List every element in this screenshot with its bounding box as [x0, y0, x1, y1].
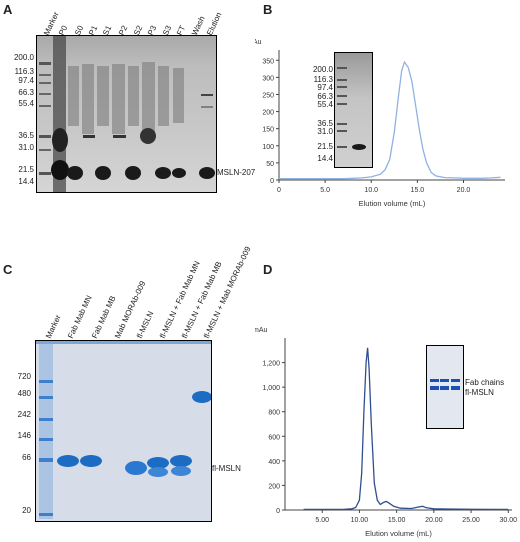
x-tick-label: 10.00 — [351, 517, 369, 524]
panel-a-mw-label: 55.4 — [18, 99, 34, 108]
y-tick-label: 1,200 — [262, 361, 280, 368]
panel-d-inset-label-msln: fl-MSLN — [465, 388, 494, 397]
panel-c-gel — [35, 340, 212, 522]
panel-c-mw-label: 146 — [17, 431, 31, 440]
panel-d-inset-gel — [426, 345, 464, 429]
panel-a-lane-label: Wash — [190, 14, 207, 37]
x-tick-label: 20.0 — [457, 187, 471, 194]
y-tick-label: 50 — [266, 161, 274, 168]
x-tick-label: 30.00 — [500, 517, 518, 524]
x-tick-label: 10.0 — [364, 187, 378, 194]
panel-c-letter: C — [3, 262, 13, 277]
panel-b-inset-mw-label: 97.4 — [317, 83, 333, 92]
x-tick-label: 15.0 — [411, 187, 425, 194]
panel-a-mw-label: 66.3 — [18, 88, 34, 97]
x-tick-label: 5.0 — [320, 187, 330, 194]
y-tick-label: 1,000 — [262, 385, 280, 392]
panel-d-inset-bands — [430, 379, 460, 390]
panel-c-mw-label: 720 — [17, 372, 31, 381]
panel-b-inset-mw-label: 14.4 — [317, 154, 333, 163]
panel-a-mw-label: 116.3 — [14, 67, 34, 76]
x-axis-label: Elution volume (mL) — [365, 529, 432, 538]
y-axis-label: mAu — [255, 39, 262, 46]
y-tick-label: 0 — [276, 508, 280, 515]
y-tick-label: 150 — [262, 127, 274, 134]
x-tick-label: 20.00 — [425, 517, 443, 524]
x-axis-label: Elution volume (mL) — [359, 199, 426, 208]
panel-a-mw-label: 21.5 — [18, 165, 34, 174]
panel-c-lane-label: fl-MSLN + Fab Mab MN — [158, 259, 202, 340]
panel-b-letter: B — [263, 2, 273, 17]
panel-a-mw-label: 200.0 — [13, 53, 34, 62]
y-tick-label: 400 — [268, 459, 280, 466]
panel-a-letter: A — [3, 2, 13, 17]
panel-b-inset-mw-label: 66.3 — [317, 92, 333, 101]
panel-a-gel — [36, 35, 217, 193]
panel-c-mw-label: 20 — [22, 506, 31, 515]
x-tick-label: 15.00 — [388, 517, 406, 524]
panel-c-mw-label: 242 — [17, 410, 31, 419]
panel-b-inset-mw-label: 55.4 — [317, 100, 333, 109]
y-tick-label: 250 — [262, 92, 274, 99]
panel-c-gel-bands — [36, 341, 212, 519]
panel-a-mw-label: 36.5 — [18, 131, 34, 140]
y-tick-label: 300 — [262, 75, 274, 82]
panel-c-band-label: fl-MSLN — [212, 464, 241, 473]
panel-d-inset-label-fab: Fab chains — [465, 378, 505, 387]
x-tick-label: 25.00 — [462, 517, 480, 524]
series-line — [279, 60, 501, 180]
panel-b-chart: 0 5.0 10.0 15.0 20.0 0 50 100 150 200 250 300 350 mAu… — [255, 39, 505, 208]
panel-a-mw-label: 31.0 — [18, 143, 34, 152]
panel-a-lane-label: Elution — [205, 10, 224, 37]
panel-a-mw-label: 14.4 — [18, 177, 34, 186]
panel-d-chart: 5.00 10.00 15.00 20.00 25.00 30.00 0 200 400 600 8… — [255, 327, 518, 538]
series-line — [303, 347, 509, 511]
y-axis-label: mAu — [255, 327, 268, 334]
panel-b-inset-mw-label: 200.0 — [312, 65, 333, 74]
panel-b-inset-gel — [334, 52, 373, 168]
panel-a-mw-label: 97.4 — [18, 76, 34, 85]
x-tick-label: 5.00 — [315, 517, 329, 524]
panel-a-gel-bands — [39, 36, 215, 192]
panel-d-letter: D — [263, 262, 273, 277]
panel-c-mw-label: 66 — [22, 453, 31, 462]
y-tick-label: 200 — [268, 483, 280, 490]
y-tick-label: 100 — [262, 144, 274, 151]
panel-b-inset-mw-label: 36.5 — [317, 119, 333, 128]
y-tick-label: 600 — [268, 434, 280, 441]
panel-c-lane-label: Marker — [44, 313, 63, 340]
x-tick-label: 0 — [277, 187, 281, 194]
panel-b-inset-mw-label: 116.3 — [313, 75, 333, 84]
panel-b-inset-mw-label: 31.0 — [317, 127, 333, 136]
y-tick-label: 350 — [262, 58, 274, 65]
panel-b-inset-mw-label: 21.5 — [317, 142, 333, 151]
y-tick-label: 800 — [268, 410, 280, 417]
panel-b-inset-bands — [337, 67, 366, 150]
panel-a-band-label: MSLN-207 — [217, 168, 256, 177]
y-tick-label: 200 — [262, 110, 274, 117]
panel-c-lane-label: Fab Mab MN — [66, 294, 94, 340]
y-tick-label: 0 — [270, 178, 274, 185]
panel-c-lane-label: fl-MSLN — [135, 309, 156, 340]
panel-c-mw-label: 480 — [17, 389, 31, 398]
